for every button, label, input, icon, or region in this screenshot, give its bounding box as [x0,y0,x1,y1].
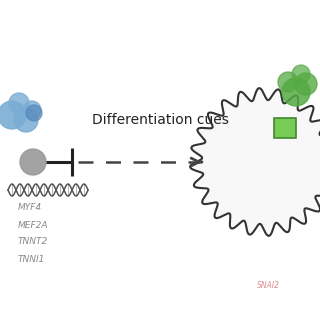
Circle shape [26,105,42,121]
Polygon shape [190,88,320,236]
FancyBboxPatch shape [274,118,296,138]
Text: SNAI2: SNAI2 [257,281,279,290]
Circle shape [278,72,298,92]
Text: TNNI1: TNNI1 [18,254,45,263]
Text: Differentiation cues: Differentiation cues [92,113,228,127]
Text: MEF2A: MEF2A [18,220,49,229]
Circle shape [9,93,29,113]
Circle shape [14,108,38,132]
Circle shape [282,78,310,106]
Circle shape [295,73,317,95]
Circle shape [23,101,41,119]
Circle shape [292,65,310,83]
Circle shape [20,149,46,175]
Text: MYF4: MYF4 [18,204,42,212]
Circle shape [0,101,26,129]
Text: TNNT2: TNNT2 [18,237,48,246]
